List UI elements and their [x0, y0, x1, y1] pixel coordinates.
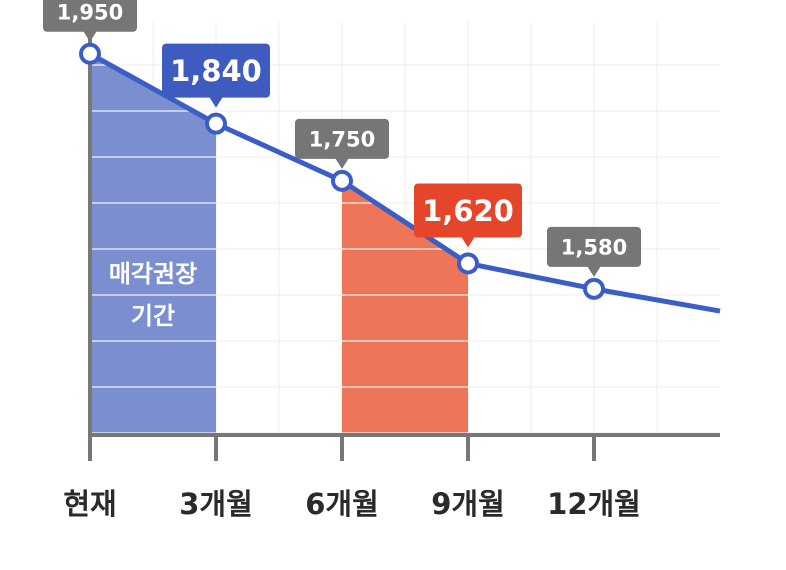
x-tick-label: 현재 [63, 487, 116, 521]
data-point [583, 277, 605, 300]
region-label-line: 매각권장 [109, 260, 197, 288]
callout-box [162, 43, 270, 98]
data-point [79, 42, 101, 65]
data-point [205, 112, 227, 135]
callout-box [295, 118, 389, 159]
data-label-callout: 1,620 [414, 183, 522, 248]
callout-pointer [335, 157, 349, 169]
callout-box [414, 183, 522, 238]
callout-pointer [209, 96, 223, 108]
series-line [88, 51, 721, 314]
data-label: 1,620 [422, 194, 514, 228]
shaded-region-1 [90, 53, 216, 436]
data-label: 1,580 [561, 235, 627, 259]
data-label-callout: 1,950 [43, 0, 137, 42]
callout-box [547, 226, 641, 267]
x-tick-label: 6개월 [305, 487, 379, 521]
x-tick-label: 3개월 [179, 487, 253, 521]
data-label: 1,950 [57, 0, 123, 24]
data-label-callout: 1,580 [547, 226, 641, 277]
callout-pointer [587, 265, 601, 277]
callout-pointer [83, 30, 97, 42]
x-tick-label: 12개월 [547, 487, 641, 521]
data-point [457, 252, 479, 275]
x-tick-label: 9개월 [431, 487, 505, 521]
data-label: 1,840 [170, 54, 262, 88]
callout-pointer [461, 236, 475, 248]
callout-box [43, 0, 137, 32]
data-point [331, 169, 353, 192]
region-label-line: 기간 [131, 302, 175, 330]
data-label: 1,750 [309, 127, 375, 151]
data-label-callout: 1,840 [162, 43, 270, 108]
data-label-callout: 1,750 [295, 118, 389, 169]
